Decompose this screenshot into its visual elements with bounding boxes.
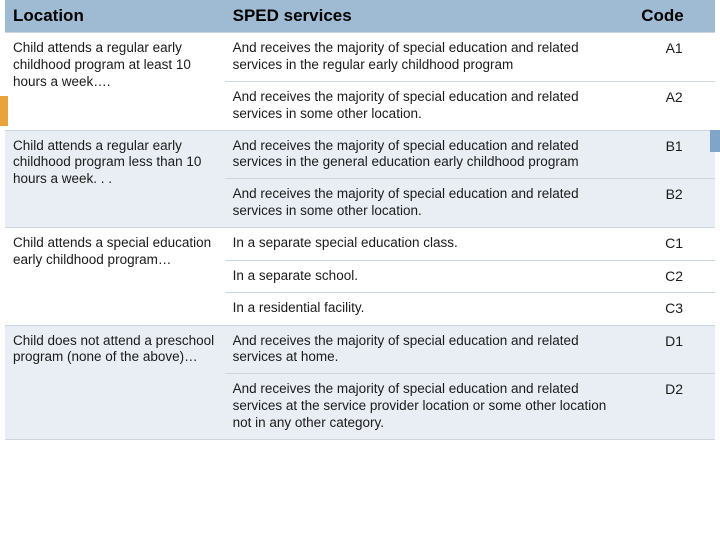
cell-services: And receives the majority of special edu…: [225, 130, 634, 179]
cell-code: C2: [633, 260, 715, 293]
cell-code: B1: [633, 130, 715, 179]
cell-services: And receives the majority of special edu…: [225, 325, 634, 374]
accent-left: [0, 96, 8, 126]
table-row: Child does not attend a preschool progra…: [5, 325, 715, 374]
cell-services: In a separate school.: [225, 260, 634, 293]
cell-services: And receives the majority of special edu…: [225, 33, 634, 82]
cell-services: And receives the majority of special edu…: [225, 374, 634, 440]
table-body: Child attends a regular early childhood …: [5, 33, 715, 440]
table-row: Child attends a regular early childhood …: [5, 33, 715, 82]
cell-code: C3: [633, 293, 715, 326]
sped-code-table: Location SPED services Code Child attend…: [5, 0, 715, 440]
cell-code: C1: [633, 228, 715, 261]
cell-code: A2: [633, 81, 715, 130]
cell-code: D2: [633, 374, 715, 440]
col-header-code: Code: [633, 0, 715, 33]
page-container: Location SPED services Code Child attend…: [0, 0, 720, 540]
accent-right: [710, 130, 720, 152]
cell-services: In a residential facility.: [225, 293, 634, 326]
cell-location: Child attends a regular early childhood …: [5, 130, 225, 228]
cell-services: And receives the majority of special edu…: [225, 81, 634, 130]
table-row: Child attends a regular early childhood …: [5, 130, 715, 179]
cell-code: A1: [633, 33, 715, 82]
col-header-services: SPED services: [225, 0, 634, 33]
table-row: Child attends a special education early …: [5, 228, 715, 261]
table-header-row: Location SPED services Code: [5, 0, 715, 33]
cell-location: Child attends a regular early childhood …: [5, 33, 225, 131]
cell-services: In a separate special education class.: [225, 228, 634, 261]
col-header-location: Location: [5, 0, 225, 33]
cell-services: And receives the majority of special edu…: [225, 179, 634, 228]
cell-code: B2: [633, 179, 715, 228]
cell-code: D1: [633, 325, 715, 374]
cell-location: Child does not attend a preschool progra…: [5, 325, 225, 439]
cell-location: Child attends a special education early …: [5, 228, 225, 326]
